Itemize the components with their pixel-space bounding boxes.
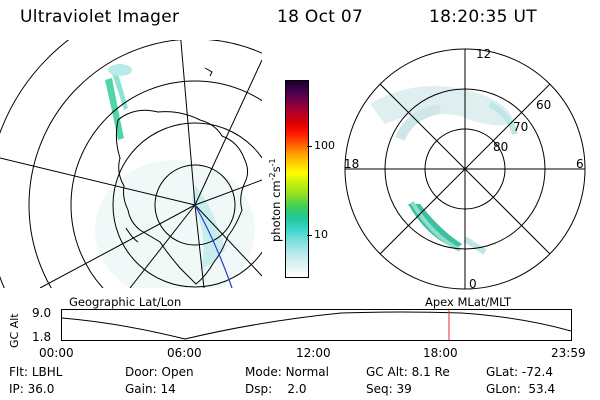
magnetic-polar-plot: [344, 48, 586, 290]
mlat-label-80: 80: [493, 140, 509, 154]
timeline-ylabel: GC Alt: [8, 313, 21, 348]
status-door: Door: Open: [125, 365, 194, 379]
colorbar-tick-label-10: 10: [314, 228, 328, 241]
mlt-label-0: 0: [469, 277, 477, 291]
status-glon: GLon: 53.4: [486, 382, 556, 396]
mlat-label-70: 70: [513, 120, 529, 134]
timeline-xtick-1800: 18:00: [423, 346, 458, 360]
colorbar-tick-10: [307, 235, 312, 236]
colorbar-unit-label: photon cm-2s-1: [268, 158, 283, 242]
timeline-xtick-2359: 23:59: [551, 346, 586, 360]
timeline-xtick-0000: 00:00: [39, 346, 74, 360]
status-glat: GLat: -72.4: [486, 365, 553, 379]
status-gain: Gain: 14: [125, 382, 176, 396]
status-mode: Mode: Normal: [245, 365, 329, 379]
timeline-ytick-bottom: 1.8: [32, 330, 52, 344]
timeline-xtick-0600: 06:00: [167, 346, 202, 360]
colorbar: [285, 80, 309, 278]
colorbar-tick-100: [307, 146, 312, 147]
mlt-label-12: 12: [476, 47, 492, 61]
timeline-xtick-1200: 12:00: [296, 346, 331, 360]
geographic-panel-label: Geographic Lat/Lon: [69, 295, 182, 309]
colorbar-tick-label-100: 100: [314, 139, 335, 152]
magnetic-panel-label: Apex MLat/MLT: [425, 295, 512, 309]
status-gcalt: GC Alt: 8.1 Re: [366, 365, 450, 379]
time-label: 18:20:35 UT: [429, 7, 537, 27]
status-dsp: Dsp: 2.0: [245, 382, 307, 396]
instrument-title: Ultraviolet Imager: [20, 7, 180, 27]
status-seq: Seq: 39: [366, 382, 412, 396]
timeline-altitude-plot: [61, 309, 572, 341]
mlt-label-18: 18: [344, 157, 360, 171]
status-flt: Flt: LBHL: [9, 365, 63, 379]
mlt-label-6: 6: [576, 157, 584, 171]
timeline-ytick-top: 9.0: [32, 306, 52, 320]
date-label: 18 Oct 07: [277, 7, 364, 27]
geographic-image: [0, 40, 262, 288]
status-ip: IP: 36.0: [9, 382, 55, 396]
mlat-label-60: 60: [536, 98, 552, 112]
